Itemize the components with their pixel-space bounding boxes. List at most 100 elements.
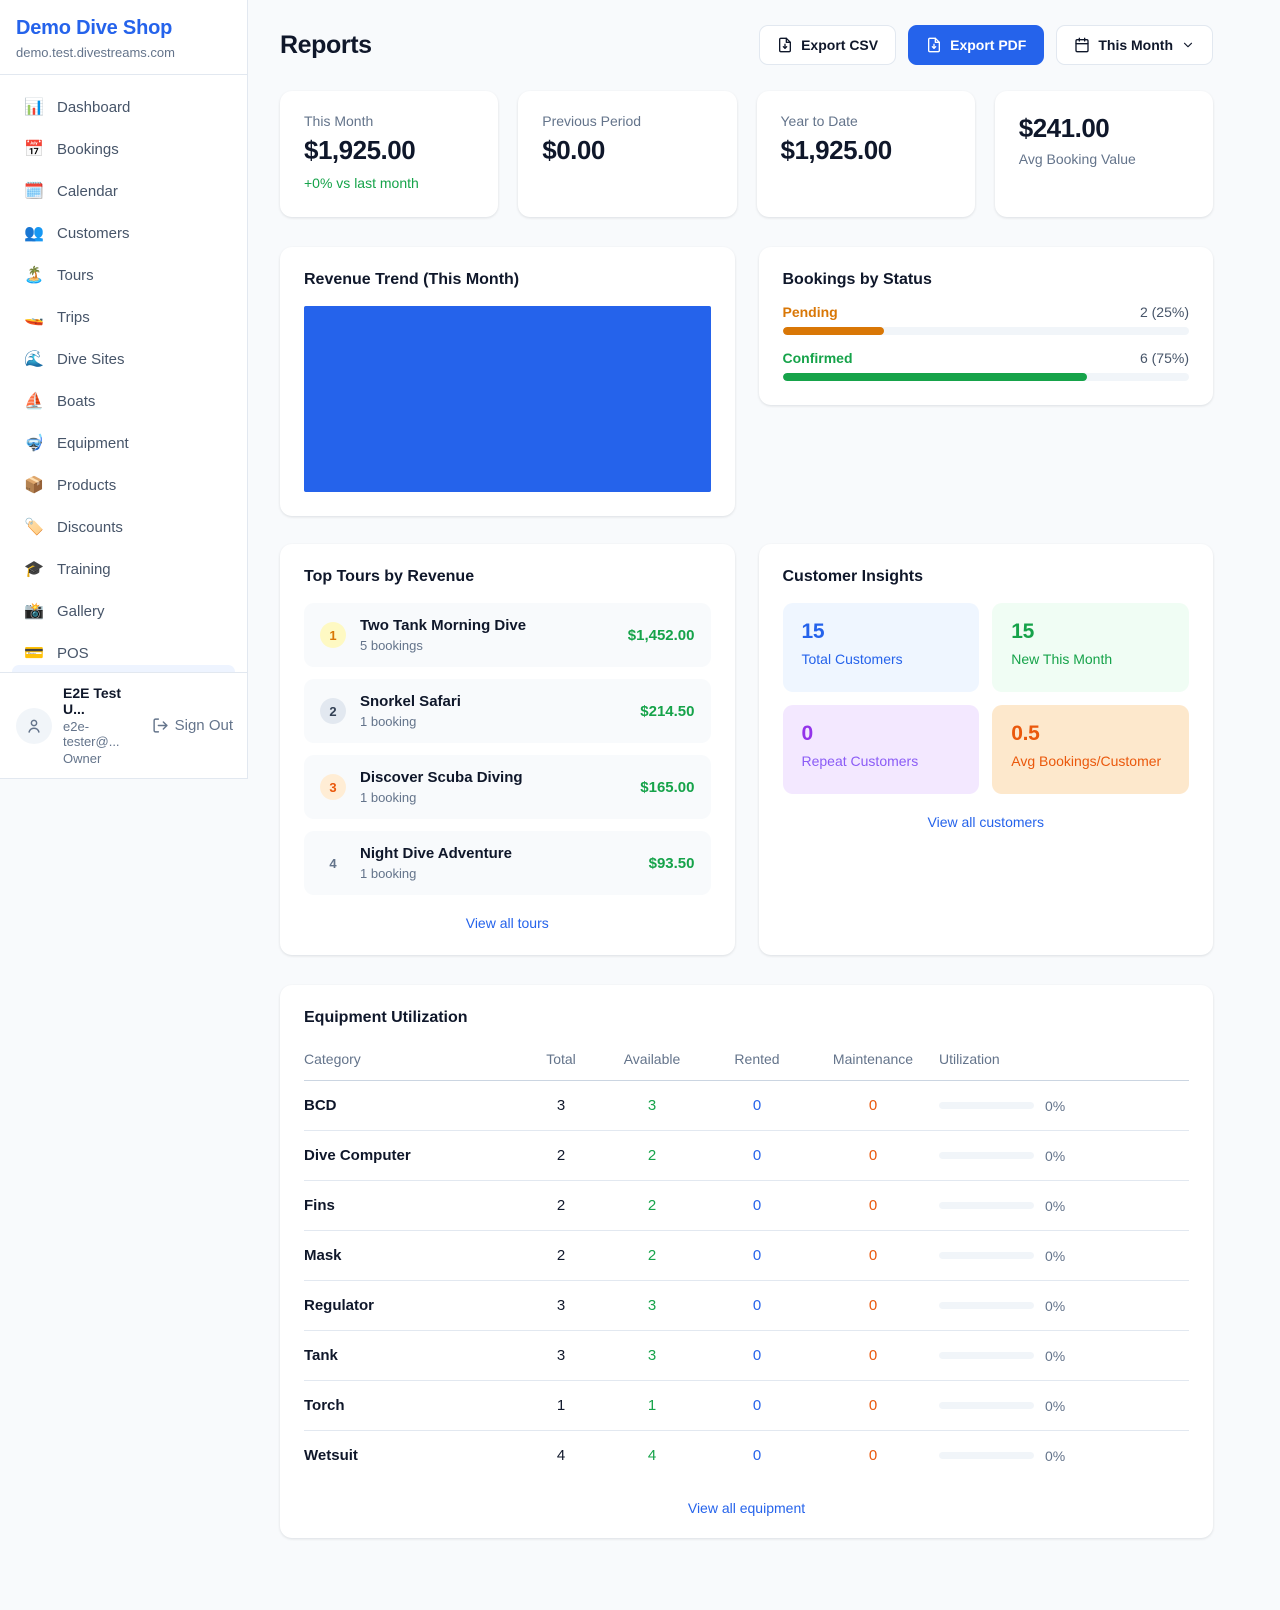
sign-out-button[interactable]: Sign Out — [152, 717, 233, 734]
speedboat-icon: 🚤 — [24, 309, 44, 326]
mid-row: Top Tours by Revenue 1 Two Tank Morning … — [280, 544, 1213, 955]
stat-value: $1,925.00 — [780, 135, 893, 165]
cell-category: Mask — [304, 1247, 342, 1264]
sidebar-item-customers[interactable]: 👥 Customers — [12, 213, 235, 253]
sidebar-item-label: Products — [57, 476, 117, 494]
period-dropdown[interactable]: This Month — [1056, 25, 1213, 65]
table-row: Wetsuit 4 4 0 0 0% — [304, 1431, 1189, 1480]
sidebar-item-label: Equipment — [57, 434, 129, 452]
cell-category: BCD — [304, 1097, 337, 1114]
equipment-table: Category Total Available Rented Maintena… — [304, 1043, 1189, 1480]
cell-available: 4 — [647, 1447, 657, 1464]
utilization-percent: 0% — [1045, 1447, 1066, 1464]
tour-bookings: 1 booking — [360, 714, 417, 729]
table-row: Dive Computer 2 2 0 0 0% — [304, 1131, 1189, 1181]
equipment-utilization-title: Equipment Utilization — [304, 1009, 468, 1026]
sidebar-item-products[interactable]: 📦 Products — [12, 465, 235, 505]
customer-insights-card: Customer Insights 15 Total Customers 15 … — [758, 544, 1213, 955]
cell-total: 1 — [556, 1397, 566, 1414]
sidebar: Demo Dive Shop demo.test.divestreams.com… — [0, 0, 248, 779]
sidebar-item-discounts[interactable]: 🏷️ Discounts — [12, 507, 235, 547]
stat-value: $1,925.00 — [304, 135, 416, 165]
cell-available: 2 — [647, 1197, 657, 1214]
dive-mask-icon: 🤿 — [24, 435, 44, 452]
sidebar-item-equipment[interactable]: 🤿 Equipment — [12, 423, 235, 463]
sidebar-item-trips[interactable]: 🚤 Trips — [12, 297, 235, 337]
rank-badge: 2 — [320, 698, 346, 724]
stat-label: This Month — [304, 113, 374, 129]
sidebar-item-label: Training — [57, 560, 111, 578]
graduation-cap-icon: 🎓 — [24, 561, 44, 578]
sidebar-item-label: Gallery — [57, 602, 105, 620]
cell-total: 2 — [556, 1197, 566, 1214]
column-header-available: Available — [623, 1051, 681, 1067]
period-label: This Month — [1098, 37, 1173, 53]
sidebar-item-dashboard[interactable]: 📊 Dashboard — [12, 87, 235, 127]
export-csv-button[interactable]: Export CSV — [759, 25, 897, 65]
insight-tile-avg-bookings: 0.5 Avg Bookings/Customer — [992, 705, 1189, 794]
sidebar-item-dive-sites[interactable]: 🌊 Dive Sites — [12, 339, 235, 379]
sidebar-item-label: Bookings — [57, 140, 119, 158]
tour-revenue: $93.50 — [648, 854, 695, 872]
utilization-percent: 0% — [1045, 1197, 1066, 1214]
utilization-percent: 0% — [1045, 1347, 1066, 1364]
tour-bookings: 1 booking — [360, 790, 417, 805]
sidebar-item-tours[interactable]: 🏝️ Tours — [12, 255, 235, 295]
sidebar-nav: 📊 Dashboard 📅 Bookings 🗓️ Calendar 👥 Custome… — [0, 75, 247, 672]
tour-name: Discover Scuba Diving — [360, 769, 523, 786]
cell-rented: 0 — [752, 1247, 762, 1264]
column-header-utilization: Utilization — [939, 1051, 1000, 1067]
cell-maintenance: 0 — [868, 1197, 878, 1214]
equipment-table-header: Category Total Available Rented Maintena… — [304, 1043, 1189, 1081]
view-all-tours-link[interactable]: View all tours — [465, 915, 549, 931]
cell-utilization: 0% — [939, 1298, 1189, 1314]
utilization-track — [939, 1102, 1034, 1109]
cell-available: 3 — [647, 1347, 657, 1364]
utilization-percent: 0% — [1045, 1147, 1066, 1164]
status-progress-fill — [782, 373, 1088, 381]
table-row: Fins 2 2 0 0 0% — [304, 1181, 1189, 1231]
sidebar-item-label: Trips — [57, 308, 90, 326]
people-icon: 👥 — [24, 225, 44, 242]
sidebar-item-label: Customers — [57, 224, 130, 242]
view-all-customers-link[interactable]: View all customers — [927, 814, 1044, 830]
insight-label: New This Month — [1011, 651, 1113, 667]
stat-card-this-month: This Month $1,925.00 +0% vs last month — [280, 91, 499, 217]
sidebar-item-calendar[interactable]: 🗓️ Calendar — [12, 171, 235, 211]
insight-tile-total-customers: 15 Total Customers — [782, 603, 980, 692]
person-icon — [28, 719, 40, 733]
tour-revenue: $165.00 — [640, 778, 695, 796]
cell-rented: 0 — [752, 1447, 762, 1464]
sidebar-item-bookings[interactable]: 📅 Bookings — [12, 129, 235, 169]
utilization-track — [939, 1352, 1034, 1359]
insight-label: Avg Bookings/Customer — [1011, 753, 1162, 769]
cell-category: Regulator — [304, 1297, 375, 1314]
view-all-equipment-link[interactable]: View all equipment — [687, 1500, 806, 1516]
cell-category: Fins — [304, 1197, 335, 1214]
sidebar-item-gallery[interactable]: 📸 Gallery — [12, 591, 235, 631]
status-row-pending: Pending 2 (25%) — [782, 304, 1189, 335]
cell-category: Wetsuit — [304, 1447, 358, 1464]
tour-revenue: $214.50 — [640, 702, 695, 720]
cell-total: 2 — [556, 1147, 566, 1164]
sidebar-item-training[interactable]: 🎓 Training — [12, 549, 235, 589]
insights-grid: 15 Total Customers 15 New This Month 0 R… — [782, 603, 1189, 794]
sidebar-item-pos[interactable]: 💳 POS — [12, 633, 235, 672]
insight-value: 15 — [1011, 620, 1035, 643]
utilization-percent: 0% — [1045, 1397, 1066, 1414]
user-name: E2E Test U... — [63, 685, 122, 717]
tour-row: 3 Discover Scuba Diving 1 booking $165.00 — [304, 755, 711, 819]
bookings-by-status-title: Bookings by Status — [782, 271, 932, 288]
stat-label: Year to Date — [780, 113, 858, 129]
revenue-trend-card: Revenue Trend (This Month) — [280, 247, 735, 516]
table-row: Regulator 3 3 0 0 0% — [304, 1281, 1189, 1331]
table-row: Torch 1 1 0 0 0% — [304, 1381, 1189, 1431]
table-row: Mask 2 2 0 0 0% — [304, 1231, 1189, 1281]
sidebar-item-boats[interactable]: ⛵ Boats — [12, 381, 235, 421]
cell-available: 2 — [647, 1247, 657, 1264]
charts-row: Revenue Trend (This Month) Bookings by S… — [280, 247, 1213, 516]
cell-total: 3 — [556, 1347, 566, 1364]
wave-icon: 🌊 — [24, 351, 44, 368]
cell-rented: 0 — [752, 1097, 762, 1114]
export-pdf-button[interactable]: Export PDF — [908, 25, 1045, 65]
